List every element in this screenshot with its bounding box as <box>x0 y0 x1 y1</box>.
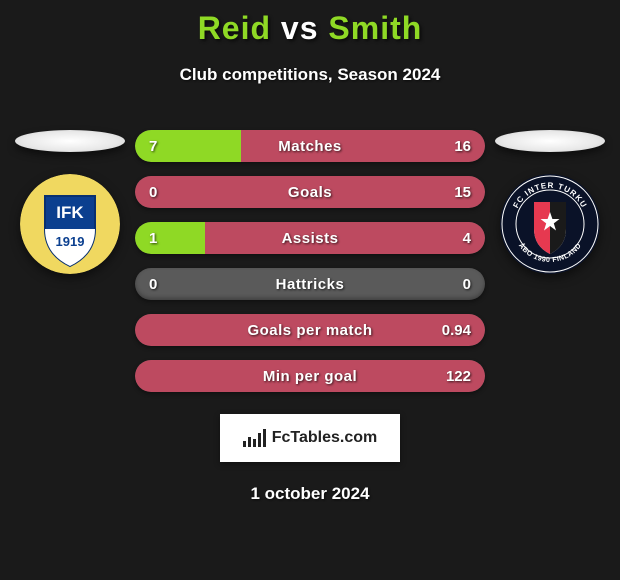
date-text: 1 october 2024 <box>0 484 620 504</box>
stat-label: Min per goal <box>263 368 357 385</box>
bar-fill-right <box>205 222 485 254</box>
stat-value-right: 4 <box>463 230 471 247</box>
player2-pill <box>495 130 605 152</box>
stat-bar: 0 15 Goals <box>135 176 485 208</box>
right-side: FC INTER TURKU ÅBO 1990 FINLAND <box>490 130 610 274</box>
logo-text: FcTables.com <box>272 429 378 447</box>
stat-value-left: 7 <box>149 138 157 155</box>
bar-fill-left <box>135 222 205 254</box>
svg-text:1919: 1919 <box>56 234 85 249</box>
stat-label: Assists <box>282 230 339 247</box>
stat-bar: 0 0 Hattricks <box>135 268 485 300</box>
stat-label: Hattricks <box>276 276 345 293</box>
stat-value-left: 0 <box>149 276 157 293</box>
player1-name: Reid <box>198 10 271 46</box>
stat-bar: 0.94 Goals per match <box>135 314 485 346</box>
stat-value-left: 0 <box>149 184 157 201</box>
club-badge-right: FC INTER TURKU ÅBO 1990 FINLAND <box>500 174 600 274</box>
page-title: Reid vs Smith <box>0 10 620 47</box>
svg-text:IFK: IFK <box>56 203 84 222</box>
bar-chart-icon <box>243 429 266 447</box>
club-badge-left: IFK 1919 <box>20 174 120 274</box>
content-row: IFK 1919 7 16 Matches 0 15 Goals 1 4 Assists 0 0 Ha… <box>0 130 620 392</box>
fctables-logo: FcTables.com <box>220 414 400 462</box>
vs-text: vs <box>281 10 319 46</box>
shield-icon: IFK 1919 <box>20 174 120 274</box>
subtitle: Club competitions, Season 2024 <box>0 65 620 85</box>
shield-icon: FC INTER TURKU ÅBO 1990 FINLAND <box>500 174 600 274</box>
player1-pill <box>15 130 125 152</box>
stat-label: Matches <box>278 138 342 155</box>
stat-bar: 7 16 Matches <box>135 130 485 162</box>
stat-value-left: 1 <box>149 230 157 247</box>
player2-name: Smith <box>328 10 422 46</box>
stat-value-right: 0.94 <box>442 322 471 339</box>
infographic-root: Reid vs Smith Club competitions, Season … <box>0 0 620 504</box>
stat-label: Goals <box>288 184 332 201</box>
stat-value-right: 0 <box>463 276 471 293</box>
stat-value-right: 15 <box>454 184 471 201</box>
stat-bar: 1 4 Assists <box>135 222 485 254</box>
stat-bar: 122 Min per goal <box>135 360 485 392</box>
left-side: IFK 1919 <box>10 130 130 274</box>
stat-label: Goals per match <box>247 322 372 339</box>
stat-value-right: 122 <box>446 368 471 385</box>
stat-value-right: 16 <box>454 138 471 155</box>
stat-bars: 7 16 Matches 0 15 Goals 1 4 Assists 0 0 Hattricks 0.… <box>135 130 485 392</box>
